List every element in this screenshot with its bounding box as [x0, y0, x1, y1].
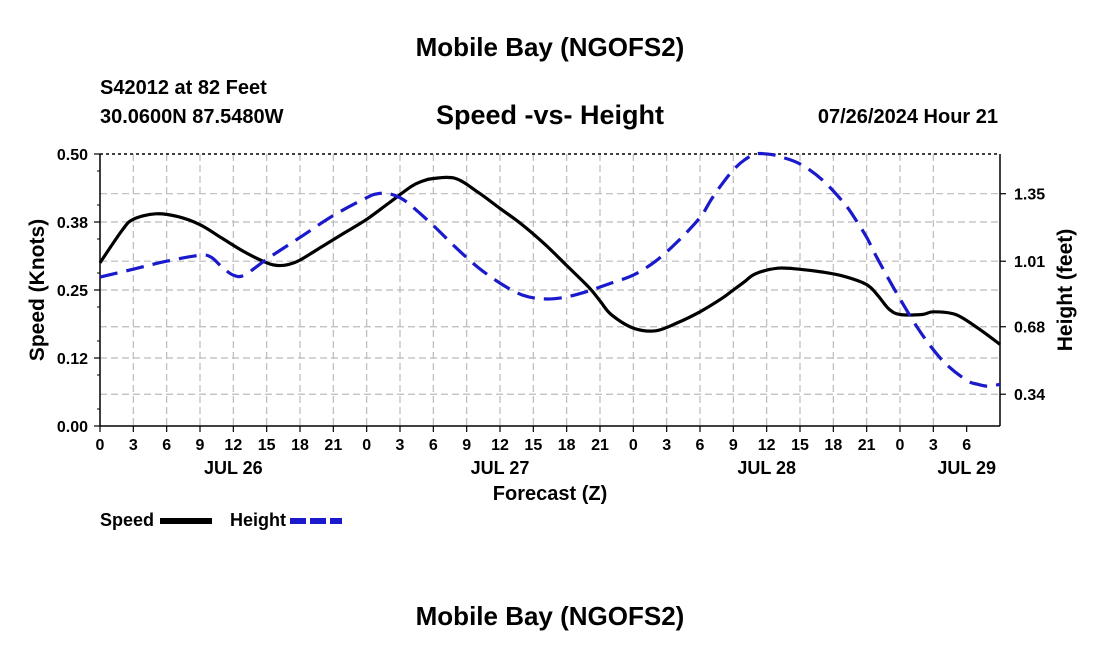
x-tick-label: 9	[196, 437, 205, 454]
x-tick-label: 9	[462, 437, 471, 454]
x-tick-label: 6	[162, 437, 171, 454]
x-tick-label: 0	[896, 437, 905, 454]
y2-tick-label: 0.34	[1014, 387, 1045, 404]
y-tick-label: 0.25	[57, 283, 88, 300]
y-tick-label: 0.50	[57, 147, 88, 164]
series-line-height	[99, 151, 1001, 388]
x-tick-label: 3	[929, 437, 938, 454]
x-tick-label: 15	[791, 437, 809, 454]
x-day-label: JUL 29	[937, 458, 996, 478]
y-tick-label: 0.00	[57, 419, 88, 436]
x-tick-label: 21	[591, 437, 609, 454]
x-tick-label: 0	[362, 437, 371, 454]
x-tick-label: 18	[291, 437, 309, 454]
x-day-label: JUL 27	[471, 458, 530, 478]
x-day-label: JUL 28	[737, 458, 796, 478]
x-tick-label: 15	[524, 437, 542, 454]
axes	[94, 153, 1006, 432]
x-tick-label: 12	[491, 437, 509, 454]
x-tick-label: 12	[758, 437, 776, 454]
x-tick-label: 21	[858, 437, 876, 454]
y2-tick-label: 1.35	[1014, 187, 1045, 204]
x-tick-label: 12	[224, 437, 242, 454]
axis-labels: 0 3 6 9 12 15 18 21 0 3 6 9 12 15 18 21 0 3 6 9 12 15 18 21 0 3 6 J…	[26, 147, 1077, 505]
x-tick-label: 21	[324, 437, 342, 454]
legend-speed-label: Speed	[100, 510, 155, 530]
x-axis-title: Forecast (Z)	[493, 483, 607, 505]
series-line-speed	[98, 175, 1001, 346]
x-tick-label: 0	[96, 437, 105, 454]
x-tick-label: 18	[558, 437, 576, 454]
grid	[100, 154, 1000, 426]
y2-tick-label: 0.68	[1014, 320, 1045, 337]
y2-tick-label: 1.01	[1014, 254, 1045, 271]
station-label: S42012 at 82 Feet	[100, 77, 267, 99]
y2-axis-title: Height (feet)	[1054, 229, 1077, 352]
x-day-label: JUL 26	[204, 458, 263, 478]
x-tick-label: 15	[258, 437, 276, 454]
forecast-timestamp: 07/26/2024 Hour 21	[817, 106, 998, 128]
y-tick-label: 0.12	[57, 351, 88, 368]
x-tick-label: 3	[129, 437, 138, 454]
x-tick-label: 6	[696, 437, 705, 454]
y-tick-label: 0.38	[57, 215, 88, 232]
station-coords: 30.0600N 87.5480W	[100, 106, 284, 128]
series	[98, 151, 1001, 388]
chart-subtitle: Speed -vs- Height	[435, 100, 665, 130]
legend-speed-swatch	[160, 518, 212, 524]
x-tick-label: 0	[629, 437, 638, 454]
x-tick-label: 3	[662, 437, 671, 454]
x-tick-label: 18	[824, 437, 842, 454]
legend-height-label: Height	[230, 510, 286, 530]
x-tick-label: 9	[729, 437, 738, 454]
x-tick-label: 6	[429, 437, 438, 454]
footer-title: Mobile Bay (NGOFS2)	[415, 601, 685, 631]
y-axis-title: Speed (Knots)	[26, 219, 49, 361]
chart-title: Mobile Bay (NGOFS2)	[415, 32, 685, 62]
legend-height-swatch	[290, 518, 342, 524]
x-tick-label: 6	[962, 437, 971, 454]
x-tick-label: 3	[396, 437, 405, 454]
